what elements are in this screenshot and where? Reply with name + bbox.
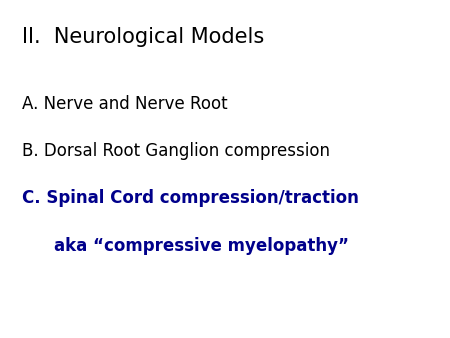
Text: aka “compressive myelopathy”: aka “compressive myelopathy”: [54, 237, 349, 255]
Text: II.  Neurological Models: II. Neurological Models: [22, 27, 265, 47]
Text: A. Nerve and Nerve Root: A. Nerve and Nerve Root: [22, 95, 228, 113]
Text: B. Dorsal Root Ganglion compression: B. Dorsal Root Ganglion compression: [22, 142, 330, 160]
Text: C. Spinal Cord compression/traction: C. Spinal Cord compression/traction: [22, 189, 360, 207]
